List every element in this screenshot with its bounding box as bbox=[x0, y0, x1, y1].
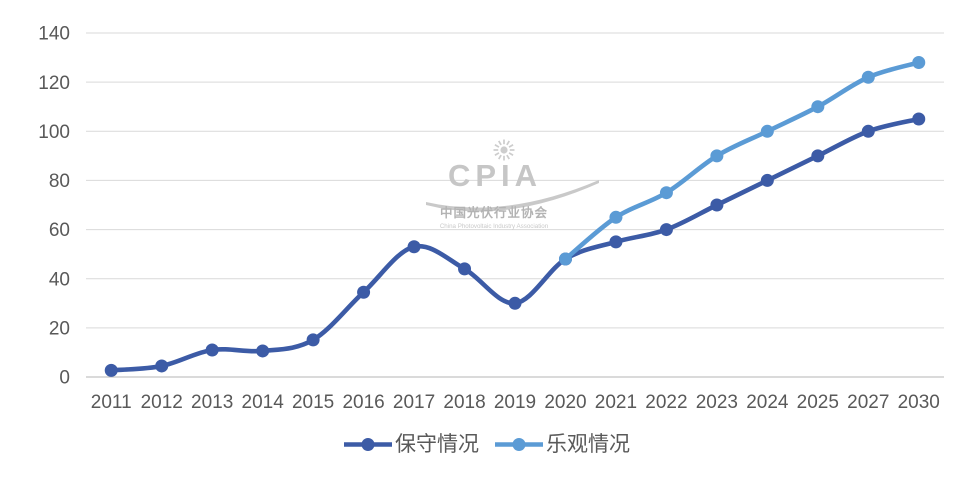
data-point-conservative-2024 bbox=[760, 173, 774, 187]
x-tick-label-2021: 2021 bbox=[595, 392, 637, 413]
y-axis-labels: 0 20 40 60 80 100 120 140 bbox=[38, 24, 70, 389]
data-point-conservative-2022 bbox=[659, 223, 673, 237]
legend-item-optimistic: 乐观情况 bbox=[495, 434, 630, 455]
data-point-conservative-2017 bbox=[407, 240, 421, 254]
x-tick-label-2024: 2024 bbox=[746, 392, 789, 413]
y-tick-label-40: 40 bbox=[49, 269, 70, 290]
data-point-conservative-2016 bbox=[357, 285, 371, 299]
x-tick-label-2022: 2022 bbox=[645, 392, 687, 413]
data-point-optimistic-2027 bbox=[861, 70, 875, 84]
x-tick-label-2030: 2030 bbox=[898, 392, 940, 413]
series-line-conservative bbox=[108, 116, 922, 373]
x-tick-label-2027: 2027 bbox=[847, 392, 889, 413]
x-tick-label-2013: 2013 bbox=[191, 392, 233, 413]
data-point-conservative-2013 bbox=[205, 343, 219, 357]
y-tick-label-120: 120 bbox=[38, 73, 70, 94]
legend-marker-conservative bbox=[344, 438, 392, 451]
watermark-swoosh-curve bbox=[426, 180, 599, 212]
data-point-optimistic-2030 bbox=[912, 55, 926, 69]
data-point-conservative-2012 bbox=[155, 359, 169, 373]
x-tick-label-2025: 2025 bbox=[797, 392, 839, 413]
data-point-conservative-2014 bbox=[256, 344, 270, 358]
x-tick-label-2016: 2016 bbox=[342, 392, 384, 413]
data-point-optimistic-2022 bbox=[659, 186, 673, 200]
legend-label-conservative: 保守情况 bbox=[395, 433, 479, 456]
x-tick-label-2017: 2017 bbox=[393, 392, 435, 413]
y-tick-label-20: 20 bbox=[49, 319, 70, 340]
x-axis-labels: 2011 2012 2013 2014 2015 2016 2017 2018 2019 2020… bbox=[91, 392, 940, 413]
data-point-conservative-2018 bbox=[458, 262, 472, 276]
data-point-conservative-2021 bbox=[609, 235, 623, 249]
data-point-optimistic-2020 bbox=[558, 252, 572, 266]
data-point-conservative-2023 bbox=[710, 198, 724, 212]
data-point-conservative-2019 bbox=[508, 296, 522, 310]
legend-item-conservative: 保守情况 bbox=[344, 434, 479, 455]
data-point-optimistic-2023 bbox=[710, 149, 724, 163]
watermark-org-name-en: China Photovoltaic Industry Association bbox=[440, 223, 549, 230]
data-point-conservative-2025 bbox=[811, 149, 825, 163]
x-tick-label-2023: 2023 bbox=[696, 392, 738, 413]
x-tick-label-2012: 2012 bbox=[141, 392, 183, 413]
y-tick-label-140: 140 bbox=[38, 24, 70, 45]
data-point-conservative-2011 bbox=[104, 363, 118, 377]
watermark-logo-text: CPIA bbox=[448, 158, 542, 193]
data-point-conservative-2027 bbox=[861, 124, 875, 138]
chart-legend: 保守情况 乐观情况 bbox=[0, 434, 974, 455]
x-tick-label-2014: 2014 bbox=[242, 392, 285, 413]
y-tick-label-100: 100 bbox=[38, 122, 70, 143]
cpia-watermark: CPIA 中国光伏行业协会 China Photovoltaic Industr… bbox=[426, 139, 599, 230]
legend-marker-optimistic bbox=[495, 438, 543, 451]
y-tick-label-0: 0 bbox=[59, 368, 70, 389]
x-tick-label-2019: 2019 bbox=[494, 392, 536, 413]
x-tick-label-2011: 2011 bbox=[91, 392, 132, 413]
x-tick-label-2015: 2015 bbox=[292, 392, 334, 413]
data-point-conservative-2030 bbox=[912, 112, 926, 126]
data-point-optimistic-2021 bbox=[609, 210, 623, 224]
data-series bbox=[104, 55, 926, 377]
watermark-org-name-cn: 中国光伏行业协会 bbox=[440, 205, 548, 220]
data-point-conservative-2015 bbox=[306, 333, 320, 347]
sun-icon bbox=[493, 139, 515, 161]
x-tick-label-2020: 2020 bbox=[544, 392, 586, 413]
data-point-optimistic-2025 bbox=[811, 100, 825, 114]
x-tick-label-2018: 2018 bbox=[443, 392, 485, 413]
y-tick-label-60: 60 bbox=[49, 220, 70, 241]
data-point-optimistic-2024 bbox=[760, 124, 774, 138]
gridlines bbox=[86, 32, 944, 378]
y-tick-label-80: 80 bbox=[49, 171, 70, 192]
legend-label-optimistic: 乐观情况 bbox=[546, 433, 630, 456]
